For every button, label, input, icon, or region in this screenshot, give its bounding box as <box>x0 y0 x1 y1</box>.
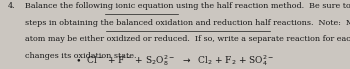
Text: atom may be either oxidized or reduced.  If so, write a separate reaction for ea: atom may be either oxidized or reduced. … <box>25 35 350 43</box>
Text: 4.: 4. <box>8 2 15 10</box>
Text: Balance the following: Balance the following <box>0 68 1 69</box>
Text: $\bullet$  Cl$^-$ + F$^-$ + S$_2$O$_8^{2-}$  $\rightarrow$  Cl$_2$ + F$_2$ + SO$: $\bullet$ Cl$^-$ + F$^-$ + S$_2$O$_8^{2-… <box>75 53 274 68</box>
Text: changes its oxidation state.: changes its oxidation state. <box>25 52 137 60</box>
Text: Balance the following ionic equation using the half reaction method.  Be sure to: Balance the following ionic equation usi… <box>25 2 350 10</box>
Text: steps in obtaining the balanced oxidation and reduction half reactions.  Note:  : steps in obtaining the balanced oxidatio… <box>25 19 350 27</box>
Text: Balance the following ionic equation using: Balance the following ionic equation usi… <box>0 68 1 69</box>
